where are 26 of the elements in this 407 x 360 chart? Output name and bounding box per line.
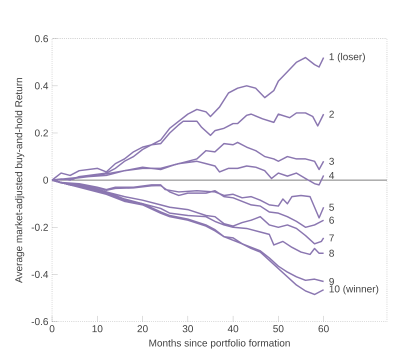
series-label: 4 <box>329 172 334 179</box>
x-tick-label: 40 <box>228 325 238 332</box>
y-tick-label: -0.6 <box>32 318 48 325</box>
y-tick-label: 0.4 <box>34 82 48 90</box>
x-tick-label: 50 <box>273 325 284 332</box>
y-tick-label: -0.2 <box>32 224 48 231</box>
x-tick-label: 0 <box>50 325 54 332</box>
x-tick-label: 20 <box>138 325 148 332</box>
x-tick-label: 60 <box>318 325 329 332</box>
x-axis-title: Months since portfolio formation <box>149 339 290 348</box>
series-label: 10 (winner) <box>330 284 378 294</box>
series-label: 6 <box>329 216 334 224</box>
series-label: 2 <box>329 110 334 118</box>
y-tick-label: 0.2 <box>34 129 48 136</box>
series-label: 7 <box>329 234 334 242</box>
y-axis-title: Average market-adjusted buy-and-hold Return <box>14 78 24 283</box>
x-tick-label: 30 <box>182 325 193 332</box>
series-label: 9 <box>329 278 334 285</box>
y-tick-label: -0.4 <box>32 270 48 278</box>
series-label: 8 <box>329 250 334 257</box>
x-tick-label: 10 <box>92 325 102 332</box>
series-label: 1 (loser) <box>330 52 365 62</box>
y-tick-label: 0.6 <box>34 35 48 42</box>
series-label: 3 <box>329 158 334 165</box>
series-label: 5 <box>329 204 334 211</box>
y-tick-label: 0 <box>43 176 48 184</box>
